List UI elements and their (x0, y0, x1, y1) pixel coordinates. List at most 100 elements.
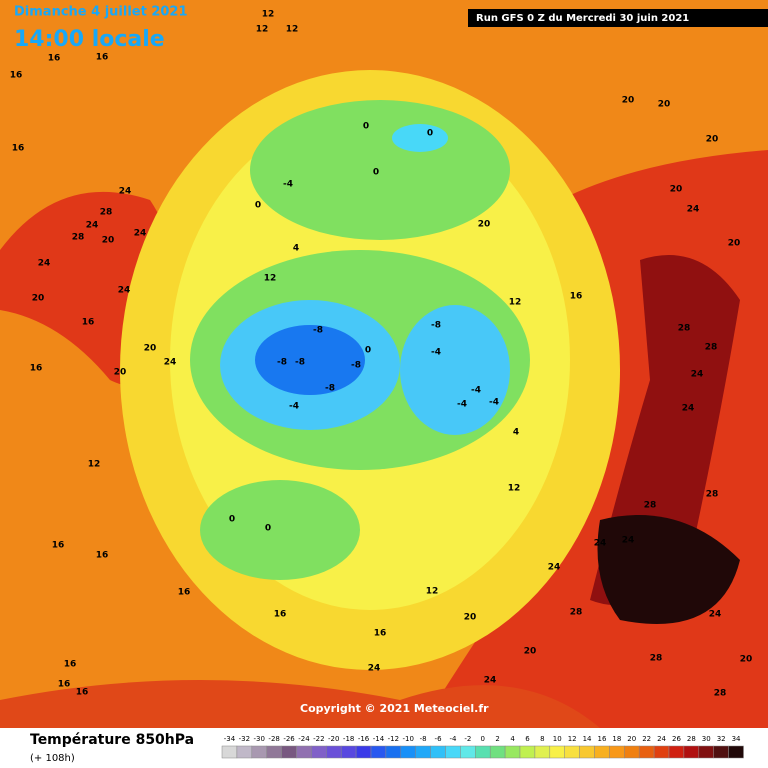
scale-tick-label: 24 (657, 735, 666, 743)
isotherm-label: 24 (548, 563, 561, 573)
isotherm-label: 24 (134, 229, 147, 239)
scale-swatch (594, 745, 610, 759)
isotherm-label: 16 (96, 53, 109, 63)
scale-swatch (534, 745, 551, 759)
scale-tick-label: -14 (373, 735, 385, 743)
scale-swatch (266, 745, 282, 759)
scale-tick-label: -10 (403, 735, 414, 743)
scale-tick-label: -4 (449, 735, 457, 743)
scale-tick-label: -8 (420, 735, 427, 743)
isotherm-label: -8 (431, 321, 441, 331)
isotherm-label: 12 (262, 10, 275, 20)
scale-tick-label: 34 (732, 735, 741, 743)
isotherm-label: 12 (264, 274, 277, 284)
isotherm-label: 0 (363, 122, 369, 132)
isotherm-label: 28 (714, 689, 727, 699)
isotherm-label: 16 (64, 660, 77, 670)
legend-title: Température 850hPa (30, 732, 194, 748)
isotherm-label: -4 (489, 398, 499, 408)
isotherm-label: 28 (705, 343, 718, 353)
isotherm-label: 16 (374, 629, 387, 639)
scale-swatch (564, 745, 580, 759)
forecast-time: 14:00 locale (14, 27, 165, 52)
coldest-region (255, 325, 365, 395)
forecast-date: Dimanche 4 juillet 2021 (14, 5, 188, 20)
isotherm-label: 16 (48, 54, 61, 64)
isotherm-label: 16 (178, 588, 191, 598)
isotherm-label: 16 (570, 292, 583, 302)
scale-swatch (624, 745, 640, 759)
scale-tick-label: 18 (612, 735, 621, 743)
isotherm-label: -8 (325, 384, 335, 394)
isotherm-label: 24 (368, 664, 381, 674)
isotherm-label: 20 (740, 655, 753, 665)
scale-tick-label: 16 (597, 735, 606, 743)
scale-swatch (638, 745, 655, 759)
scale-tick-label: 12 (568, 735, 577, 743)
scale-swatch (683, 745, 700, 759)
scale-tick-label: 2 (495, 735, 499, 743)
isotherm-label: 12 (88, 460, 101, 470)
isotherm-label: 16 (30, 364, 43, 374)
legend-lead: (+ 108h) (30, 753, 75, 764)
scale-swatch (549, 745, 565, 759)
scale-swatch (504, 745, 521, 759)
isotherm-label: 24 (691, 370, 704, 380)
isotherm-label: 12 (509, 298, 522, 308)
colder-region-east (400, 305, 510, 435)
isotherm-label: 20 (464, 613, 477, 623)
scale-swatch (251, 745, 267, 759)
scale-tick-label: -18 (343, 735, 354, 743)
warm-region-south (0, 680, 600, 728)
scale-swatch (519, 745, 536, 759)
isotherm-label: 0 (265, 524, 271, 534)
scale-tick-label: 8 (540, 735, 544, 743)
scale-swatch (236, 745, 253, 759)
isotherm-label: 24 (622, 536, 635, 546)
scale-swatch (728, 745, 744, 759)
scale-tick-label: 26 (672, 735, 681, 743)
isotherm-label: -4 (431, 348, 441, 358)
scale-tick-label: 22 (642, 735, 651, 743)
scale-tick-label: 20 (627, 735, 636, 743)
isotherm-label: 16 (12, 144, 25, 154)
scale-tick-label: -24 (298, 735, 310, 743)
scale-swatch (281, 745, 297, 759)
isotherm-label: 20 (144, 344, 157, 354)
isotherm-label: 20 (524, 647, 537, 657)
isotherm-label: -4 (457, 400, 467, 410)
scale-swatch (460, 745, 476, 759)
scale-tick-label: 30 (702, 735, 711, 743)
scale-tick-label: -34 (224, 735, 236, 743)
isotherm-label: 28 (706, 490, 719, 500)
isotherm-label: 24 (86, 221, 99, 231)
hottest-region (597, 515, 740, 624)
isotherm-label: 16 (10, 71, 23, 81)
isotherm-label: 24 (709, 610, 722, 620)
scale-swatch (296, 745, 312, 759)
isotherm-label: 20 (102, 236, 115, 246)
isotherm-label: 0 (373, 168, 379, 178)
isotherm-label: 20 (478, 220, 491, 230)
isotherm-label: 20 (706, 135, 719, 145)
isotherm-label: 28 (72, 233, 85, 243)
scale-swatch (221, 745, 238, 759)
isotherm-label: 0 (427, 129, 433, 139)
scale-tick-label: -2 (464, 735, 471, 743)
scale-tick-label: -26 (283, 735, 295, 743)
isotherm-label: 24 (484, 676, 497, 686)
scale-swatch (430, 745, 446, 759)
isotherm-label: 4 (293, 244, 299, 254)
scale-tick-label: -30 (254, 735, 265, 743)
scale-swatch (385, 745, 402, 759)
scale-swatch (609, 745, 625, 759)
isotherm-label: 0 (365, 346, 371, 356)
scale-tick-label: 0 (481, 735, 485, 743)
isotherm-label: -4 (471, 386, 481, 396)
run-box (468, 9, 768, 27)
run-info: Run GFS 0 Z du Mercredi 30 juin 2021 (476, 13, 689, 24)
isotherm-label: 24 (119, 187, 132, 197)
isotherm-label: 28 (650, 654, 663, 664)
isotherm-label: -8 (351, 361, 361, 371)
scale-tick-label: -20 (328, 735, 339, 743)
